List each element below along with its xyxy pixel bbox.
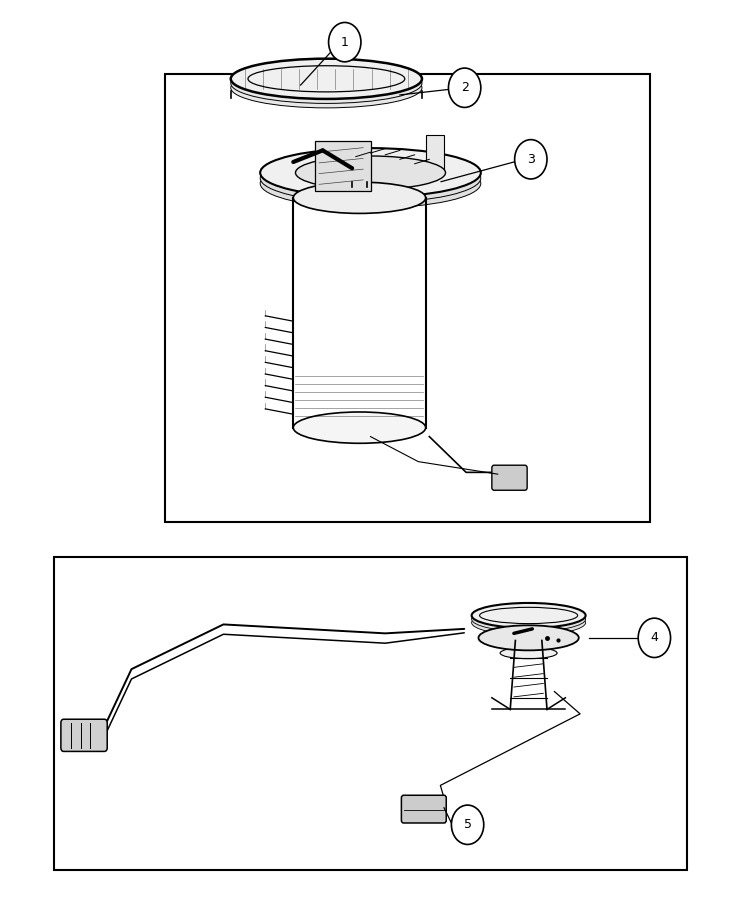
FancyBboxPatch shape (492, 465, 527, 491)
Circle shape (451, 806, 484, 844)
Ellipse shape (260, 148, 481, 197)
Bar (316, 141, 370, 191)
FancyBboxPatch shape (61, 719, 107, 752)
Bar (54, 557, 687, 870)
Text: 2: 2 (461, 81, 468, 94)
Circle shape (448, 68, 481, 107)
Ellipse shape (260, 159, 481, 208)
Bar (165, 75, 650, 522)
Ellipse shape (230, 58, 422, 99)
Ellipse shape (471, 607, 585, 632)
Ellipse shape (230, 63, 422, 104)
Text: 4: 4 (651, 631, 658, 644)
Text: 5: 5 (464, 818, 471, 832)
Text: 3: 3 (527, 153, 535, 166)
Circle shape (328, 22, 361, 62)
Ellipse shape (296, 156, 445, 189)
Bar (425, 135, 444, 171)
Ellipse shape (479, 626, 579, 651)
Ellipse shape (471, 610, 585, 635)
Ellipse shape (471, 603, 585, 628)
FancyBboxPatch shape (402, 796, 446, 823)
Ellipse shape (500, 647, 557, 659)
Circle shape (515, 140, 547, 179)
Ellipse shape (293, 182, 425, 213)
Text: 1: 1 (341, 36, 349, 49)
Circle shape (638, 618, 671, 658)
Ellipse shape (230, 68, 422, 108)
Ellipse shape (293, 412, 425, 444)
Ellipse shape (260, 154, 481, 202)
